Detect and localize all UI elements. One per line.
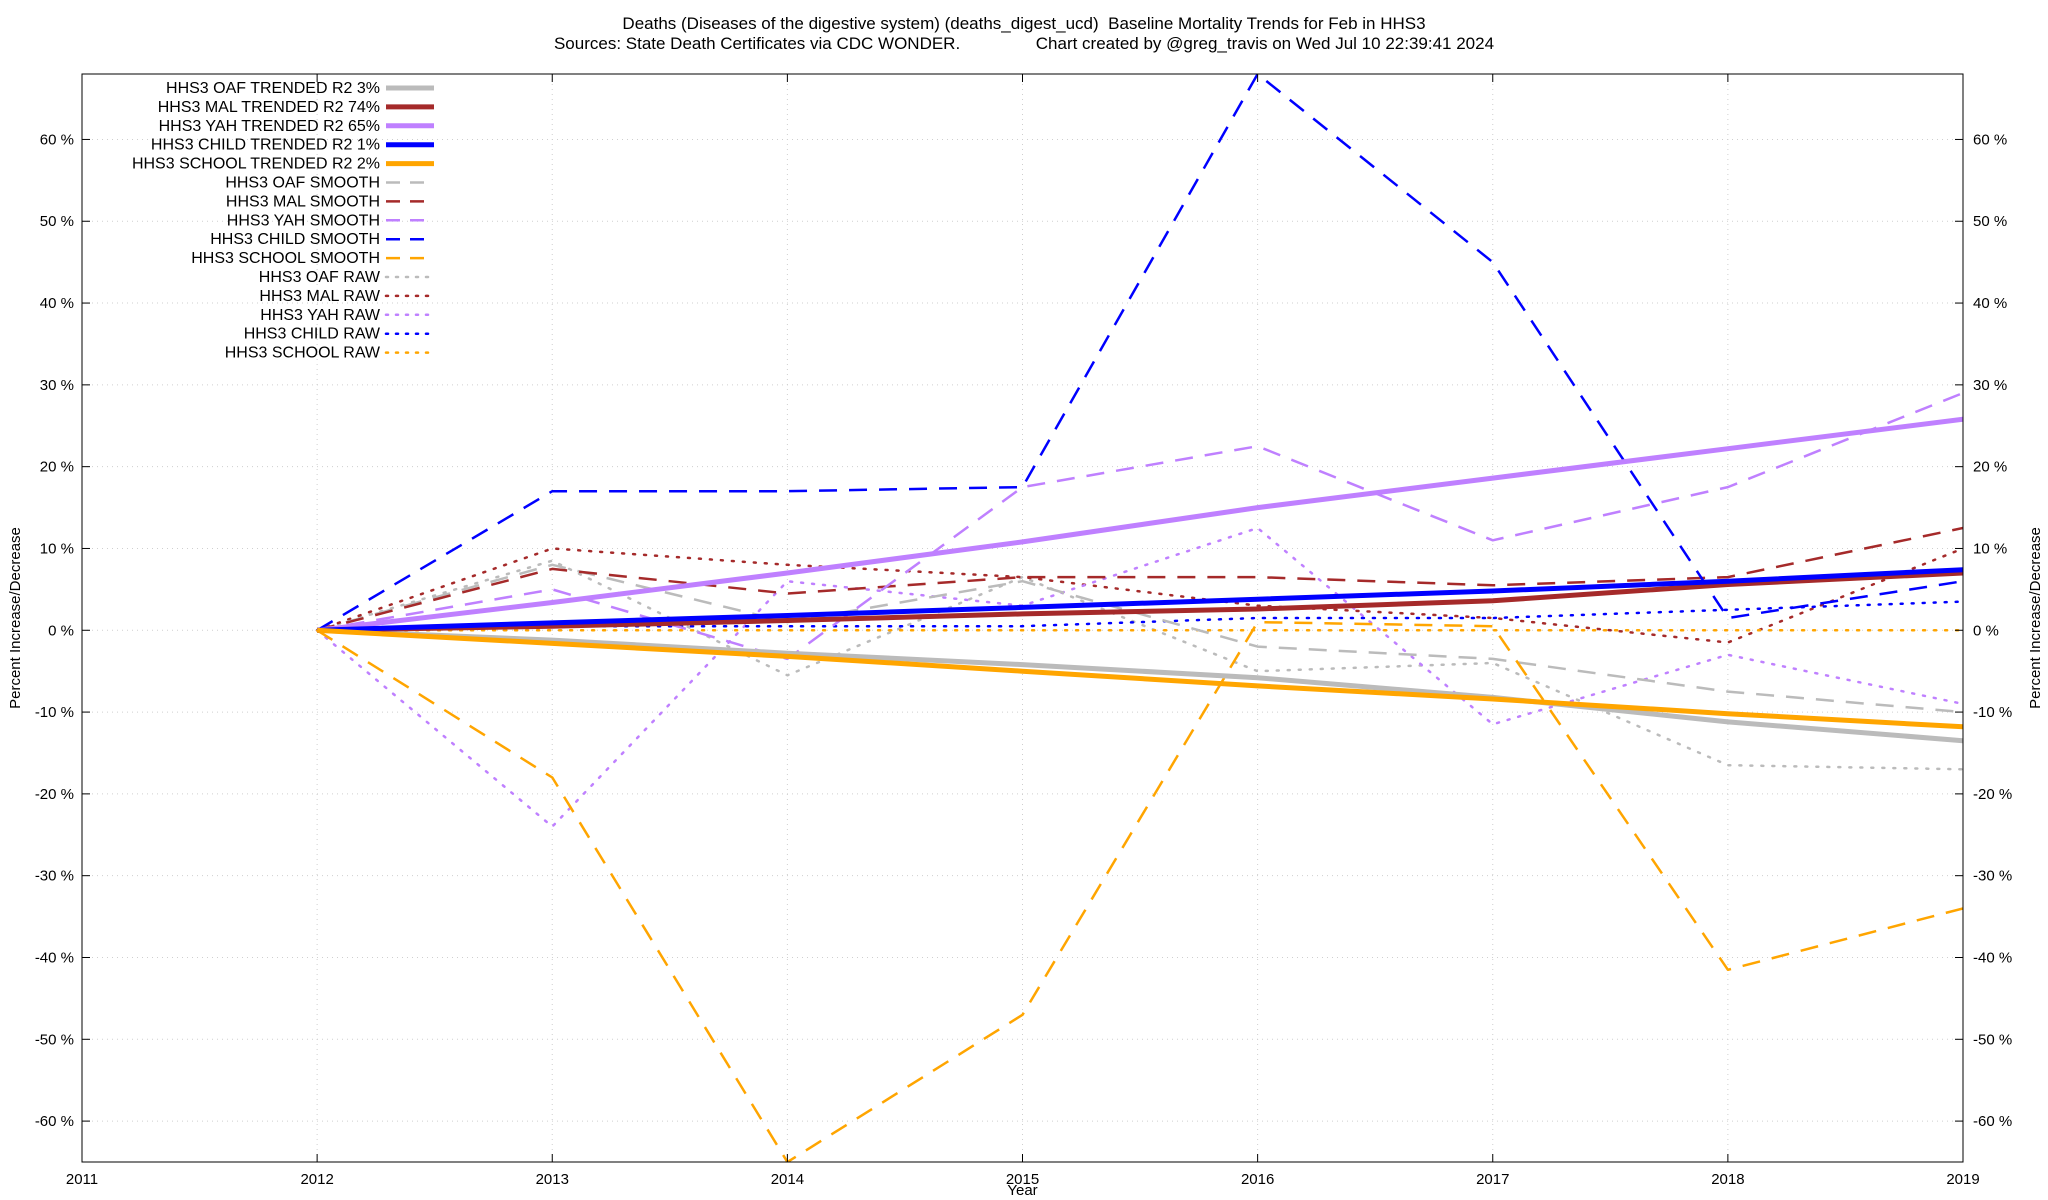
legend-label-hhs3-mal-trended-r2: HHS3 MAL TRENDED R2 74%: [158, 99, 380, 116]
y-tick-label: 30 %: [40, 377, 74, 394]
x-tick-label: 2011: [66, 1171, 98, 1188]
chart-subtitle: Sources: State Death Certificates via CD…: [553, 34, 1495, 53]
legend-label-hhs3-yah-trended-r2: HHS3 YAH TRENDED R2 65%: [159, 118, 380, 135]
series-line-hhs3-oaf-raw: [315, 559, 1963, 771]
y2-tick-label: -50 %: [1973, 1031, 2012, 1048]
series-line-hhs3-child-trended-r2: [317, 567, 1963, 633]
series-line-hhs3-yah-smooth: [316, 391, 1963, 661]
legend-label-hhs3-school-smooth: HHS3 SCHOOL SMOOTH: [191, 250, 380, 267]
legend-label-hhs3-child-trended-r2: HHS3 CHILD TRENDED R2 1%: [151, 137, 380, 154]
y-tick-label: 50 %: [40, 213, 74, 230]
y-tick-label: -40 %: [35, 949, 74, 966]
series-line-hhs3-mal-raw: [315, 547, 1963, 644]
legend-label-hhs3-oaf-smooth: HHS3 OAF SMOOTH: [225, 175, 380, 192]
y-tick-label: -30 %: [35, 868, 74, 885]
y2-tick-label: 40 %: [1973, 295, 2007, 312]
x-tick-label: 2019: [1946, 1171, 1979, 1188]
x-axis-label: Year: [1007, 1182, 1037, 1199]
y2-tick-label: 30 %: [1973, 377, 2007, 394]
y-tick-label: 40 %: [40, 295, 74, 312]
legend-label-hhs3-oaf-raw: HHS3 OAF RAW: [259, 269, 381, 286]
y-tick-label: 20 %: [40, 459, 74, 476]
series-line-hhs3-school-trended-r2: [316, 627, 1963, 730]
series-line-hhs3-mal-trended-r2: [317, 570, 1963, 633]
y-tick-label: -50 %: [35, 1031, 74, 1048]
x-tick-label: 2012: [300, 1171, 333, 1188]
y2-tick-label: -20 %: [1973, 786, 2012, 803]
legend-label-hhs3-child-smooth: HHS3 CHILD SMOOTH: [210, 231, 380, 248]
legend-label-hhs3-mal-smooth: HHS3 MAL SMOOTH: [226, 193, 380, 210]
series-line-hhs3-oaf-trended-r2: [316, 627, 1963, 744]
legend-label-hhs3-child-raw: HHS3 CHILD RAW: [244, 326, 381, 343]
legend-label-hhs3-oaf-trended-r2: HHS3 OAF TRENDED R2 3%: [166, 80, 380, 97]
y2-tick-label: 60 %: [1973, 131, 2007, 148]
y2-tick-label: -30 %: [1973, 868, 2012, 885]
y-tick-label: 0 %: [48, 622, 74, 639]
series-line-hhs3-child-smooth: [316, 74, 1963, 632]
legend: HHS3 OAF TRENDED R2 3% HHS3 MAL TRENDED R…: [132, 80, 436, 362]
x-tick-label: 2016: [1241, 1171, 1274, 1188]
series-line-hhs3-school-smooth: [316, 620, 1963, 1162]
y2-tick-label: 20 %: [1973, 459, 2007, 476]
x-tick-label: 2014: [771, 1171, 804, 1188]
x-tick-label: 2017: [1476, 1171, 1509, 1188]
y2-tick-label: 10 %: [1973, 540, 2007, 557]
series-lines: [315, 74, 1963, 1162]
y2-tick-label: 50 %: [1973, 213, 2007, 230]
series-line-hhs3-yah-raw: [315, 526, 1963, 828]
y2-axis-label: Percent Increase/Decrease: [2027, 527, 2044, 709]
y-tick-label: -10 %: [35, 704, 74, 721]
x-tick-label: 2013: [536, 1171, 569, 1188]
axis-ticks: 2011 2012 2013 2014 2015 2016 2017 2018 2019 60 %…: [35, 74, 2012, 1188]
series-line-hhs3-mal-smooth: [316, 526, 1963, 632]
y2-tick-label: -40 %: [1973, 949, 2012, 966]
y-tick-label: -60 %: [35, 1113, 74, 1130]
legend-label-hhs3-school-raw: HHS3 SCHOOL RAW: [225, 345, 381, 362]
y-tick-label: -20 %: [35, 786, 74, 803]
y-tick-label: 60 %: [40, 131, 74, 148]
chart-title: Deaths (Diseases of the digestive system…: [622, 14, 1426, 33]
legend-label-hhs3-mal-raw: HHS3 MAL RAW: [259, 288, 381, 305]
x-tick-label: 2018: [1711, 1171, 1744, 1188]
y-axis-label: Percent Increase/Decrease: [7, 527, 24, 709]
legend-label-hhs3-school-trended-r2: HHS3 SCHOOL TRENDED R2 2%: [132, 156, 380, 173]
y2-tick-label: 0 %: [1973, 622, 1999, 639]
series-line-hhs3-yah-trended-r2: [316, 416, 1963, 633]
x-tick-label: 2015: [1006, 1171, 1039, 1188]
legend-label-hhs3-yah-raw: HHS3 YAH RAW: [260, 307, 381, 324]
y-tick-label: 10 %: [40, 540, 74, 557]
legend-label-hhs3-yah-smooth: HHS3 YAH SMOOTH: [227, 212, 380, 229]
y2-tick-label: -60 %: [1973, 1113, 2012, 1130]
y2-tick-label: -10 %: [1973, 704, 2012, 721]
